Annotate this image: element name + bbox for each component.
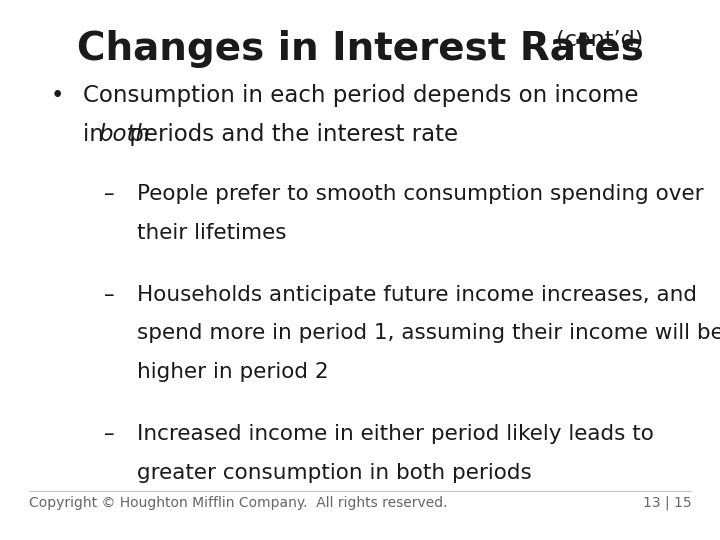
Text: 13 | 15: 13 | 15 (642, 496, 691, 510)
Text: Consumption in each period depends on income: Consumption in each period depends on in… (83, 84, 639, 107)
Text: periods and the interest rate: periods and the interest rate (122, 123, 459, 146)
Text: –: – (104, 285, 115, 305)
Text: Increased income in either period likely leads to: Increased income in either period likely… (137, 424, 654, 444)
Text: both: both (99, 123, 150, 146)
Text: Copyright © Houghton Mifflin Company.  All rights reserved.: Copyright © Houghton Mifflin Company. Al… (29, 496, 447, 510)
Text: Changes in Interest Rates: Changes in Interest Rates (76, 30, 644, 68)
Text: higher in period 2: higher in period 2 (137, 362, 328, 382)
Text: greater consumption in both periods: greater consumption in both periods (137, 463, 531, 483)
Text: –: – (104, 424, 115, 444)
Text: People prefer to smooth consumption spending over: People prefer to smooth consumption spen… (137, 184, 703, 204)
Text: in: in (83, 123, 111, 146)
Text: Households anticipate future income increases, and: Households anticipate future income incr… (137, 285, 697, 305)
Text: (cont’d): (cont’d) (549, 30, 643, 50)
Text: their lifetimes: their lifetimes (137, 223, 287, 243)
Text: –: – (104, 184, 115, 204)
Text: •: • (50, 84, 64, 107)
Text: spend more in period 1, assuming their income will be: spend more in period 1, assuming their i… (137, 323, 720, 343)
